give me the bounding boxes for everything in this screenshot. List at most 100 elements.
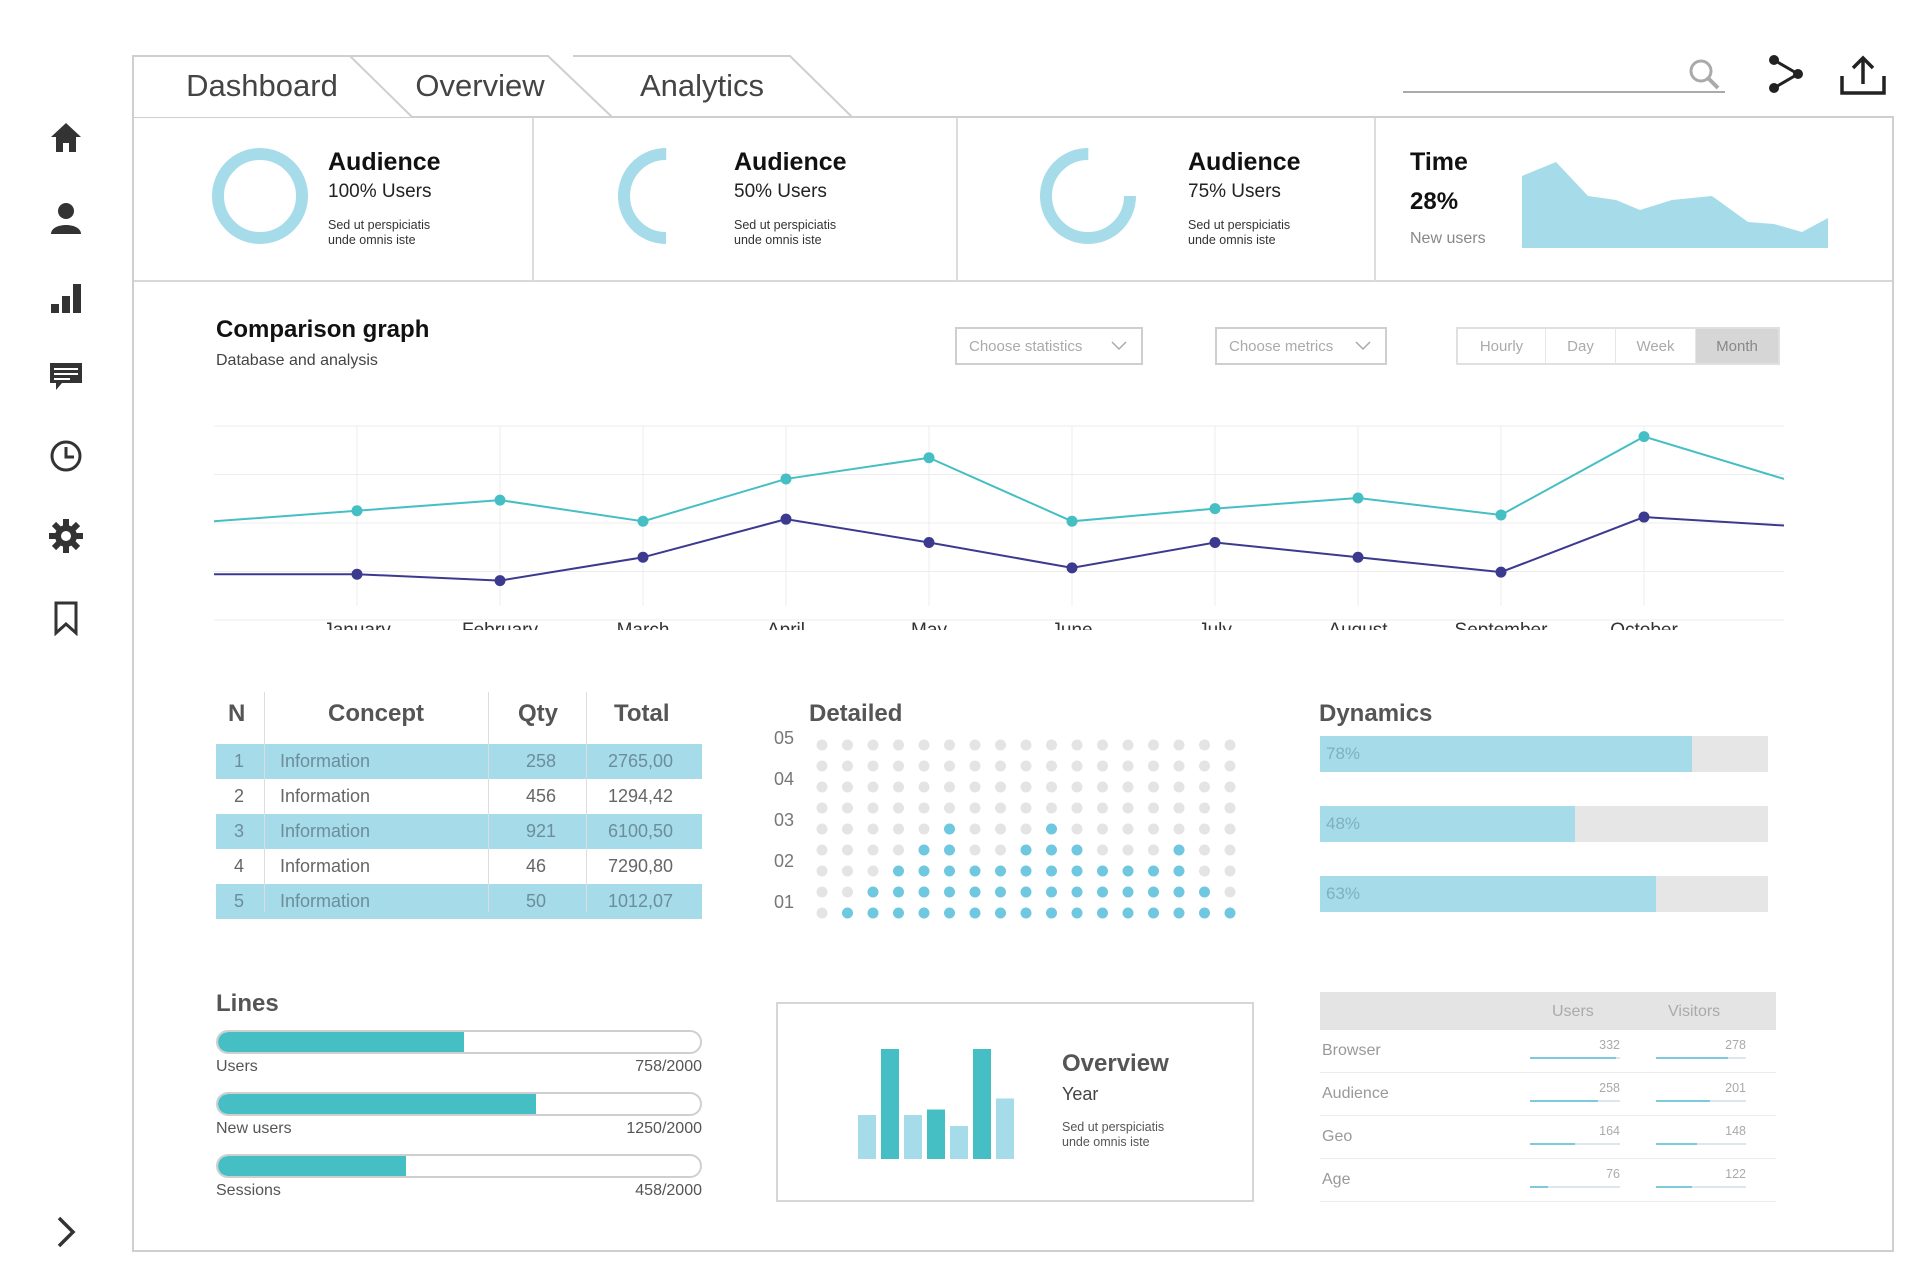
user-icon[interactable] [46, 198, 86, 238]
table-header-qty: Qty [518, 700, 559, 727]
matrix-dot [1071, 823, 1083, 835]
search-icon[interactable] [1687, 57, 1721, 91]
matrix-dot [893, 907, 904, 919]
x-tick-label: September [1455, 620, 1549, 630]
overview-bar [927, 1109, 945, 1159]
dynamics-bar-fill [1320, 736, 1692, 772]
progress-value: 1250/2000 [626, 1120, 702, 1137]
row-users-value: 76 [1606, 1167, 1620, 1181]
overview-bar-chart [858, 1049, 1014, 1159]
sidebar [0, 0, 130, 1280]
data-point [780, 473, 792, 485]
matrix-dot [1173, 844, 1185, 856]
matrix-dot [1199, 802, 1210, 814]
choose-statistics-dropdown[interactable]: Choose statistics [955, 327, 1143, 365]
tab-analytics[interactable]: Analytics [572, 55, 853, 117]
data-point [1209, 503, 1221, 515]
users-bar [1530, 1186, 1620, 1188]
matrix-dot [1122, 802, 1134, 814]
matrix-dot [893, 781, 904, 793]
users-bar [1530, 1100, 1620, 1102]
matrix-dot [816, 865, 828, 877]
matrix-dot [1122, 823, 1134, 835]
stat-desc: Sed ut perspiciatis unde omnis iste [1188, 218, 1291, 247]
cell-concept: Information [280, 821, 371, 841]
upload-icon[interactable] [1838, 54, 1888, 96]
data-point [1352, 492, 1364, 504]
matrix-dot [1097, 907, 1108, 919]
data-point [1209, 536, 1221, 548]
clock-icon[interactable] [46, 436, 86, 476]
users-bar-fill [1530, 1057, 1616, 1059]
matrix-dot [842, 844, 853, 856]
matrix-row-label: 04 [774, 769, 795, 789]
progress-name: New users [216, 1120, 292, 1137]
matrix-dot [1148, 886, 1159, 898]
gear-icon[interactable] [46, 516, 86, 556]
matrix-dot [1173, 739, 1185, 751]
cell-qty: 50 [526, 891, 547, 911]
matrix-dot [1224, 760, 1236, 772]
x-tick-label: February [462, 620, 539, 630]
visitors-bar-fill [1656, 1143, 1697, 1145]
matrix-dot [842, 781, 853, 793]
matrix-dot [867, 760, 879, 772]
table-divider [586, 692, 587, 912]
table-header-concept: Concept [328, 700, 424, 727]
x-tick-label: January [323, 620, 391, 630]
period-hourly[interactable]: Hourly [1458, 329, 1546, 363]
matrix-dot [1224, 886, 1236, 898]
tab-overview[interactable]: Overview [350, 55, 613, 117]
matrix-dot [1224, 865, 1236, 877]
stat-value: 100% Users [328, 181, 432, 202]
matrix-dot [918, 823, 930, 835]
data-point [923, 536, 935, 548]
bookmark-icon[interactable] [46, 598, 86, 638]
tab-dashboard[interactable]: Dashboard [132, 55, 413, 117]
matrix-dot [1020, 907, 1032, 919]
matrix-dot [944, 760, 955, 772]
dynamics-bar-fill [1320, 806, 1576, 842]
matrix-dot [944, 886, 955, 898]
period-week[interactable]: Week [1616, 329, 1696, 363]
users-bar [1530, 1143, 1620, 1145]
data-point [494, 494, 506, 506]
matrix-dot [816, 760, 828, 772]
cell-n: 3 [234, 821, 245, 841]
choose-metrics-dropdown[interactable]: Choose metrics [1215, 327, 1387, 365]
chevron-right-icon[interactable] [46, 1212, 86, 1252]
matrix-dot [1020, 865, 1032, 877]
matrix-dot [1071, 760, 1083, 772]
table-header: N Concept Qty Total [216, 692, 702, 744]
matrix-dot [1199, 760, 1210, 772]
share-icon[interactable] [1766, 54, 1806, 94]
tab-analytics-label: Analytics [639, 68, 765, 103]
matrix-dot [816, 781, 828, 793]
matrix-dot [1020, 781, 1032, 793]
browser-stats-table: Users Visitors Browser 332 278 Audience 258 2… [1320, 992, 1776, 1202]
matrix-dot [1148, 844, 1159, 856]
visitors-bar-fill [1656, 1100, 1710, 1102]
stat-title: Time [1410, 148, 1468, 176]
bar-chart-icon[interactable] [46, 278, 86, 318]
dynamics-bar-label: 78% [1326, 744, 1361, 763]
visitors-bar-fill [1656, 1057, 1728, 1059]
matrix-dot [1173, 760, 1185, 772]
matrix-dot [1148, 781, 1159, 793]
home-icon[interactable] [46, 118, 86, 158]
period-month[interactable]: Month [1696, 329, 1778, 363]
matrix-dot [1199, 886, 1210, 898]
stat-value: 75% Users [1188, 181, 1281, 202]
matrix-dot [867, 844, 879, 856]
matrix-dot [1046, 844, 1057, 856]
data-point [1352, 551, 1364, 563]
matrix-dot [995, 823, 1006, 835]
message-icon[interactable] [46, 356, 86, 396]
matrix-dot [1173, 802, 1185, 814]
period-day[interactable]: Day [1546, 329, 1616, 363]
tab-bar: Dashboard Overview Analytics [132, 55, 872, 117]
matrix-dot [867, 886, 879, 898]
x-tick-label: July [1198, 620, 1232, 630]
matrix-dot [1097, 886, 1108, 898]
search-input[interactable] [1403, 55, 1683, 89]
